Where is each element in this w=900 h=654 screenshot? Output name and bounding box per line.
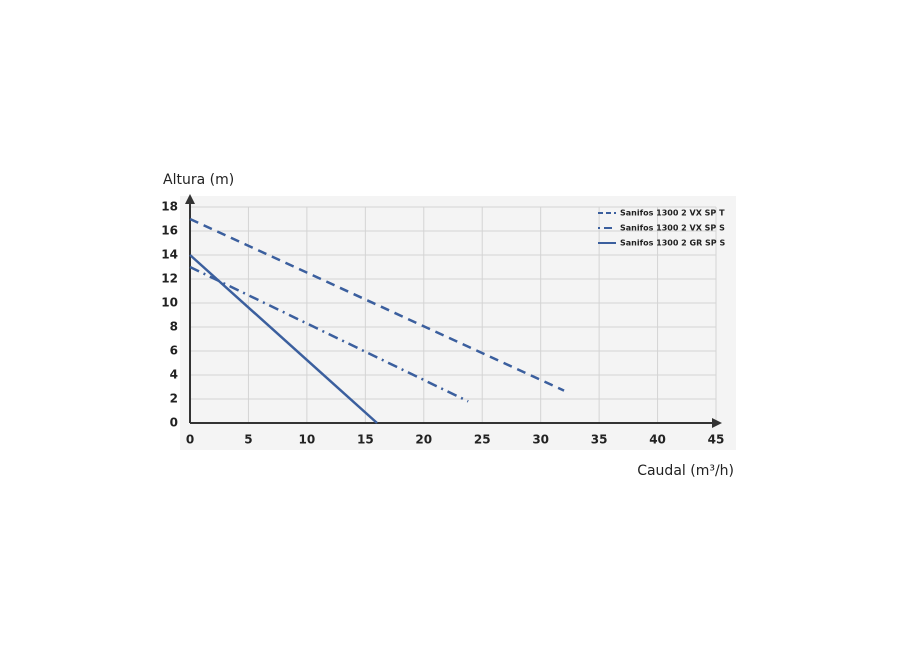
- y-tick-label: 18: [161, 200, 178, 214]
- x-tick-label: 25: [474, 433, 491, 447]
- y-tick-label: 2: [170, 392, 178, 406]
- x-tick-label: 40: [649, 433, 666, 447]
- legend-label: Sanifos 1300 2 VX SP S: [620, 224, 725, 233]
- x-tick-label: 15: [357, 433, 374, 447]
- plot-background: [180, 196, 736, 450]
- x-tick-label: 20: [415, 433, 432, 447]
- series-line: [189, 217, 565, 392]
- series-line: [189, 265, 469, 403]
- y-tick-label: 4: [170, 368, 178, 382]
- x-tick-label: 35: [591, 433, 608, 447]
- y-tick-label: 6: [170, 344, 178, 358]
- y-tick-label: 0: [170, 416, 178, 430]
- x-tick-label: 0: [186, 433, 194, 447]
- y-tick-label: 8: [170, 320, 178, 334]
- x-tick-label: 10: [299, 433, 316, 447]
- x-axis-label: Caudal (m³/h): [637, 463, 734, 479]
- series-line: [189, 254, 378, 424]
- y-tick-label: 16: [161, 224, 178, 238]
- x-axis-arrow: [712, 418, 722, 428]
- y-tick-label: 12: [161, 272, 178, 286]
- legend-label: Sanifos 1300 2 VX SP T: [620, 209, 725, 218]
- x-tick-label: 45: [708, 433, 725, 447]
- x-tick-label: 5: [244, 433, 252, 447]
- y-tick-label: 10: [161, 296, 178, 310]
- y-axis-arrow: [185, 194, 195, 204]
- y-tick-label: 14: [161, 248, 178, 262]
- y-axis-label: Altura (m): [163, 172, 234, 188]
- legend-label: Sanifos 1300 2 GR SP S: [620, 239, 725, 248]
- x-tick-label: 30: [532, 433, 549, 447]
